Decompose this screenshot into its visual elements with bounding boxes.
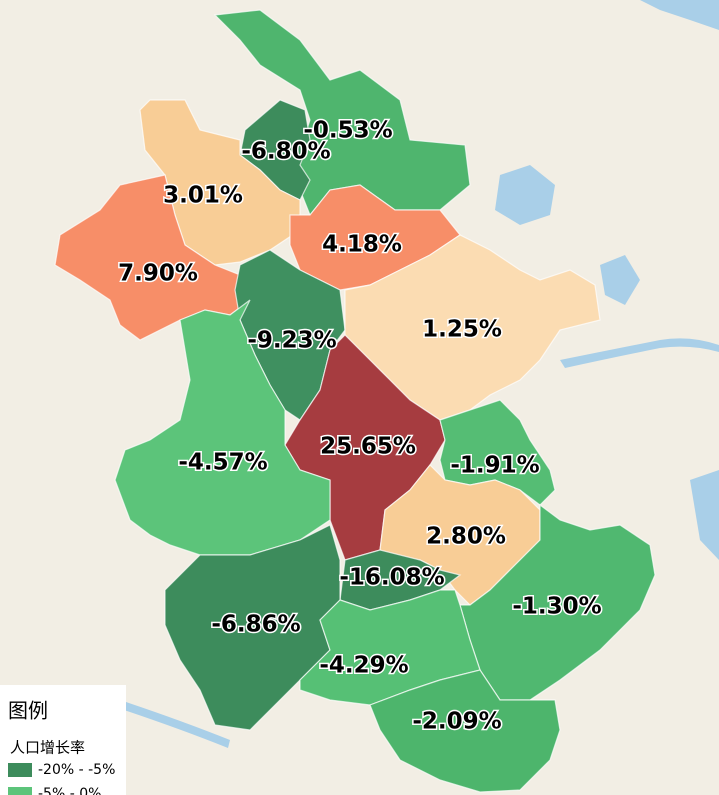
legend-swatch (8, 787, 32, 795)
region-label: -4.57% (178, 450, 267, 476)
labels: -0.53%-6.80% 3.01% 4.18% 7.90% -9.23% 1.25% 25… (117, 116, 604, 736)
legend-subtitle: 人口增长率 (10, 739, 85, 757)
region-label: 4.18% (322, 232, 402, 258)
region (369, 669, 561, 793)
region-label: -6.86% (211, 612, 300, 638)
region-label: 2.80% (426, 524, 506, 550)
region (114, 299, 331, 556)
region-label: -1.30% (512, 594, 601, 620)
river (118, 700, 230, 748)
region-label: 25.65% (320, 434, 416, 460)
region-label: -6.80% (241, 139, 330, 165)
region-label: 3.01% (163, 183, 243, 209)
regions (54, 9, 656, 793)
legend-items: -20% - -5% -5% - 0% (8, 762, 115, 795)
lake (495, 165, 555, 225)
sea (640, 0, 719, 30)
region-label: 1.25% (422, 317, 502, 343)
legend-label: -5% - 0% (38, 786, 101, 795)
region-label: -4.29% (319, 653, 408, 679)
legend-swatch (8, 763, 32, 777)
legend: 图例 人口增长率 -20% - -5% -5% - 0% (0, 685, 126, 795)
region-label: -16.08% (339, 565, 444, 591)
region-label: 7.90% (118, 261, 198, 287)
lake (690, 470, 719, 560)
lake (600, 255, 640, 305)
region-label: -2.09% (412, 709, 501, 735)
region-label: -0.53% (303, 118, 392, 144)
region-label: -9.23% (247, 328, 336, 354)
river (560, 338, 719, 368)
legend-title: 图例 (8, 699, 48, 723)
region-label: -1.91% (450, 453, 539, 479)
legend-label: -20% - -5% (38, 762, 115, 778)
